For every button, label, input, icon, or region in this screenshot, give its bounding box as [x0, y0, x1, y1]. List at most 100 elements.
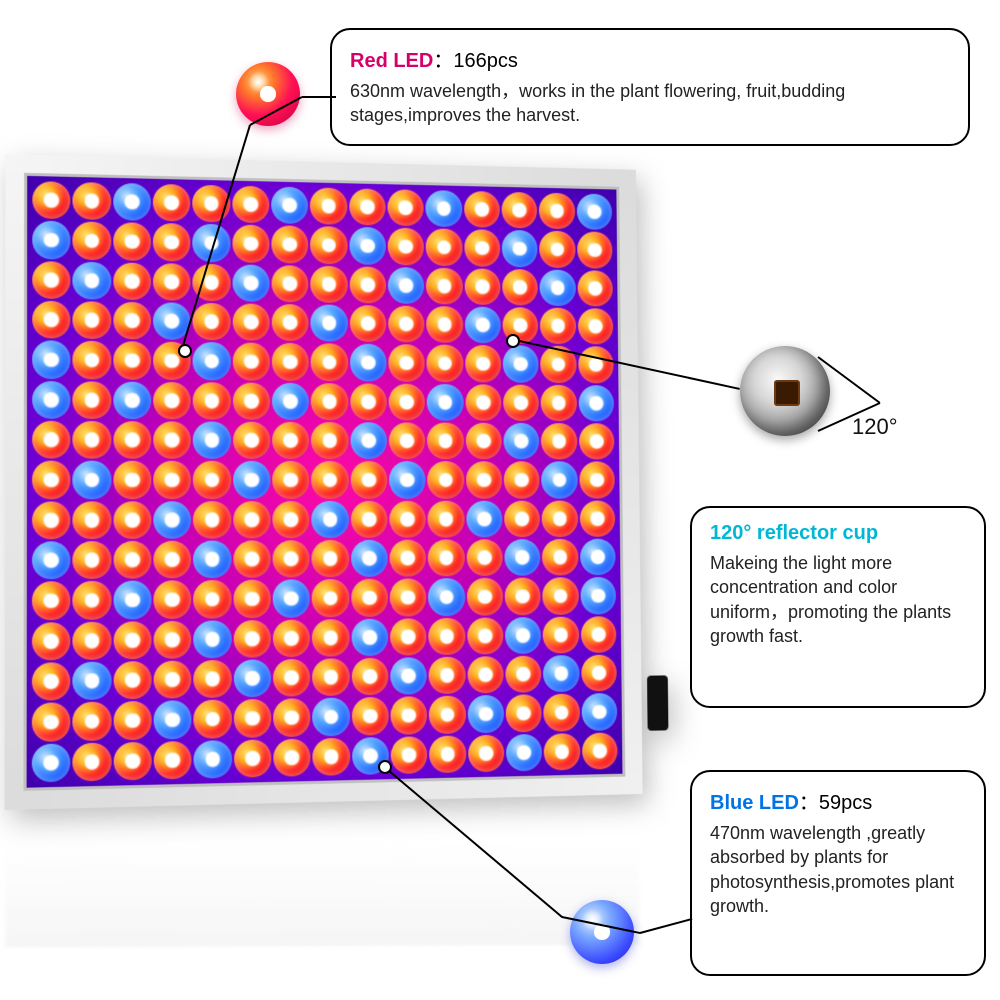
- led-cell: [193, 303, 231, 341]
- led-cell: [153, 541, 191, 579]
- led-cell: [465, 307, 501, 344]
- led-cell: [428, 500, 465, 537]
- led-cell: [113, 421, 151, 459]
- led-cell: [310, 187, 347, 225]
- led-cell: [505, 617, 541, 654]
- led-cell: [32, 703, 71, 742]
- led-cell: [501, 192, 537, 229]
- led-cell: [32, 341, 71, 379]
- led-cell: [388, 267, 425, 304]
- led-cell: [273, 698, 311, 736]
- led-cell: [193, 461, 231, 499]
- led-cell: [427, 423, 464, 460]
- led-cell: [504, 462, 540, 499]
- led-grid: [32, 181, 618, 782]
- infographic-stage: 120° Red LED：166pcs 630nm wavelength，wor…: [0, 0, 1000, 1000]
- led-cell: [311, 265, 348, 303]
- led-cell: [233, 620, 271, 658]
- led-cell: [73, 421, 111, 459]
- led-cell: [350, 344, 387, 381]
- led-cell: [351, 501, 388, 538]
- led-panel: [5, 154, 643, 810]
- led-cell: [153, 184, 191, 222]
- led-cell: [73, 621, 111, 660]
- led-cell: [234, 699, 272, 738]
- led-cell: [580, 539, 616, 576]
- led-cell: [73, 182, 111, 220]
- led-cell: [464, 229, 500, 266]
- reflector-cup-icon: [740, 346, 830, 436]
- led-cell: [154, 741, 192, 780]
- led-cell: [193, 580, 231, 618]
- led-cell: [73, 261, 111, 299]
- led-cell: [539, 231, 575, 268]
- led-cell: [389, 500, 426, 537]
- led-cell: [32, 541, 71, 579]
- connector-line: [302, 96, 336, 98]
- led-cell: [73, 581, 111, 620]
- led-cell: [466, 539, 502, 576]
- led-cell: [312, 698, 349, 736]
- led-cell: [113, 661, 151, 700]
- led-cell: [113, 701, 151, 740]
- led-cell: [544, 694, 580, 732]
- led-cell: [113, 541, 151, 579]
- led-cell: [32, 301, 70, 339]
- led-cell: [273, 540, 310, 578]
- led-cell: [428, 539, 465, 576]
- led-cell: [506, 734, 542, 772]
- led-cell: [194, 700, 232, 739]
- led-cell: [502, 230, 538, 267]
- led-cell: [73, 501, 111, 539]
- led-cell: [153, 421, 191, 459]
- led-cell: [502, 269, 538, 306]
- led-cell: [428, 578, 465, 615]
- led-cell: [465, 423, 501, 460]
- led-cell: [153, 501, 191, 539]
- led-cell: [466, 462, 502, 499]
- led-cell: [73, 541, 111, 579]
- led-cell: [577, 270, 613, 307]
- led-cell: [350, 383, 387, 420]
- led-cell: [389, 422, 426, 459]
- led-cell: [272, 304, 309, 342]
- led-cell: [311, 422, 348, 459]
- callout-desc: 470nm wavelength ,greatly absorbed by pl…: [710, 821, 966, 918]
- led-cell: [577, 232, 613, 269]
- led-cell: [581, 693, 617, 731]
- led-cell: [543, 578, 579, 615]
- callout-red-led: Red LED：166pcs 630nm wavelength，works in…: [330, 28, 970, 146]
- led-cell: [350, 461, 387, 498]
- led-cell: [233, 659, 271, 697]
- title-text: Red LED: [350, 50, 433, 72]
- led-cell: [390, 657, 427, 695]
- callout-blue-led: Blue LED：59pcs 470nm wavelength ,greatly…: [690, 770, 986, 976]
- led-cell: [503, 423, 539, 460]
- led-cell: [272, 501, 309, 539]
- led-cell: [271, 265, 308, 303]
- led-cell: [113, 381, 151, 419]
- led-cell: [543, 655, 579, 692]
- led-cell: [579, 462, 615, 499]
- led-cell: [350, 305, 387, 342]
- led-cell: [32, 421, 71, 459]
- led-cell: [113, 621, 151, 660]
- led-cell: [388, 344, 425, 381]
- led-cell: [465, 345, 501, 382]
- led-cell: [194, 740, 232, 779]
- led-cell: [578, 346, 614, 383]
- led-cell: [153, 223, 191, 261]
- led-cell: [32, 181, 70, 220]
- led-cell: [427, 345, 463, 382]
- led-cell: [232, 186, 269, 224]
- led-cell: [427, 384, 464, 421]
- led-cell: [541, 423, 577, 460]
- led-cell: [467, 578, 503, 615]
- led-cell: [503, 384, 539, 421]
- led-cell: [350, 422, 387, 459]
- led-cell: [153, 620, 191, 658]
- led-cell: [578, 308, 614, 345]
- led-cell: [272, 422, 309, 459]
- led-cell: [154, 660, 192, 699]
- led-cell: [543, 616, 579, 653]
